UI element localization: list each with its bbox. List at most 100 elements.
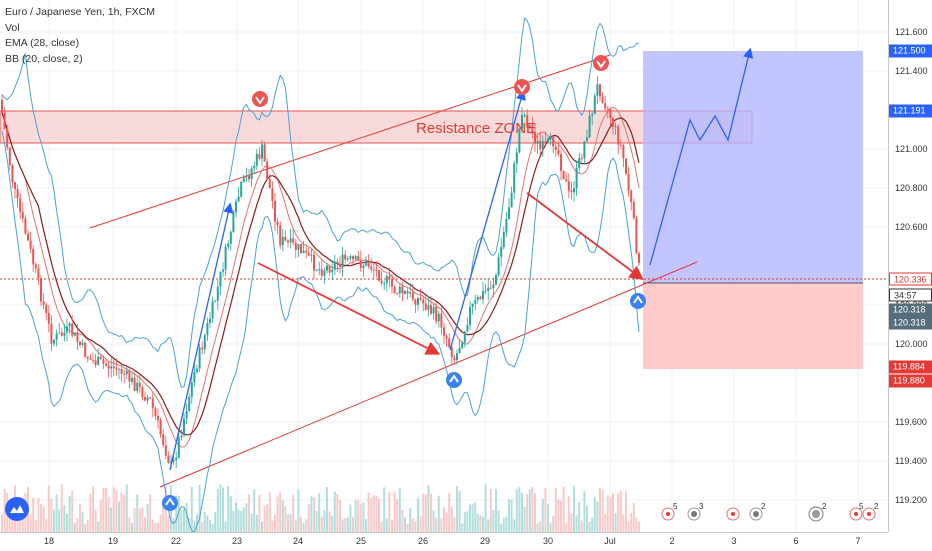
candle-body <box>245 175 248 178</box>
candle-body <box>162 434 165 446</box>
volume-bar <box>492 510 495 532</box>
price-axis[interactable]: 121.600121.400121.000120.800120.600120.2… <box>888 0 932 532</box>
volume-bar <box>437 495 440 532</box>
volume-bar <box>63 505 66 532</box>
candle-body <box>63 332 66 336</box>
volume-bar <box>562 486 565 532</box>
volume-bar <box>172 517 175 532</box>
candle-body <box>14 182 16 190</box>
volume-bar <box>630 512 633 532</box>
volume-bar <box>432 510 435 532</box>
down-signal-icon <box>593 55 609 71</box>
symbol-title[interactable]: Euro / Japanese Yen, 1h, FXCM <box>5 6 156 18</box>
candle-body <box>261 144 263 159</box>
volume-indicator-label[interactable]: Vol <box>5 21 20 34</box>
bb-indicator-label[interactable]: BB (20, close, 2) <box>5 52 83 65</box>
volume-bar <box>94 509 97 532</box>
candle-body <box>531 125 534 133</box>
candle-body <box>131 377 133 382</box>
candle-body <box>175 457 178 460</box>
resistance-zone[interactable] <box>0 110 753 144</box>
volume-bar <box>151 519 154 532</box>
candle-body <box>167 455 170 463</box>
candle-body <box>586 137 588 142</box>
candle-body <box>573 188 575 193</box>
candle-body <box>326 265 328 271</box>
volume-bar <box>606 495 609 532</box>
loss-zone[interactable] <box>643 283 863 369</box>
volume-bar <box>138 508 141 532</box>
candle-body <box>534 132 536 144</box>
volume-bar <box>123 495 126 532</box>
candle-body <box>105 363 107 366</box>
candle-body <box>201 347 204 350</box>
candle-body <box>619 144 622 146</box>
volume-bar <box>50 498 53 532</box>
candle-body <box>606 108 609 110</box>
candle-body <box>359 260 362 268</box>
volume-bar <box>19 512 22 532</box>
volume-bar <box>471 504 474 532</box>
candle-body <box>34 264 37 269</box>
price-tick-label: 120.000 <box>895 339 928 349</box>
candle-body <box>346 258 349 260</box>
price-badge: 120.318 <box>889 303 932 317</box>
candle-body <box>50 323 53 344</box>
candle-body <box>123 373 126 375</box>
candle-body <box>591 114 594 116</box>
candle-body <box>554 146 557 150</box>
time-tick-label: 26 <box>417 536 429 546</box>
volume-bar <box>224 521 227 532</box>
candle-body <box>242 177 245 182</box>
candle-body <box>250 168 253 180</box>
price-badge: 119.884 <box>889 360 932 374</box>
candle-body <box>266 161 269 180</box>
candle-body <box>183 418 185 436</box>
candle-body <box>255 153 258 166</box>
candle-body <box>112 366 115 368</box>
volume-bar <box>305 519 308 532</box>
candle-body <box>630 190 633 203</box>
candle-body <box>635 218 638 254</box>
volume-bar <box>263 505 266 532</box>
chart-area[interactable]: Resistance ZONE 5 3 2 2 5 2 <box>0 0 888 532</box>
candle-body <box>365 260 367 266</box>
volume-bar <box>417 498 419 532</box>
candle-body <box>352 256 354 260</box>
candle-body <box>235 201 237 213</box>
profit-zone[interactable] <box>643 51 863 283</box>
volume-bar <box>354 500 357 532</box>
price-tick-label: 120.800 <box>895 183 928 193</box>
candle-body <box>448 338 451 348</box>
volume-bar <box>388 491 391 532</box>
candle-body <box>180 435 183 438</box>
candle-body <box>159 420 162 435</box>
ema-indicator-label[interactable]: EMA (28, close) <box>5 37 80 49</box>
volume-bar <box>435 517 438 532</box>
volume-bar <box>253 489 256 532</box>
volume-bar <box>430 493 432 532</box>
time-axis[interactable]: 18 19 22 23 24 25 26 29 30 Jul 2 3 6 7 <box>0 532 888 551</box>
volume-bar <box>526 493 529 532</box>
candle-body <box>133 377 136 392</box>
candle-body <box>622 145 625 159</box>
candle-body <box>411 292 414 300</box>
volume-bar <box>619 490 622 532</box>
candle-body <box>128 370 131 382</box>
volume-bar <box>448 492 451 532</box>
candle-body <box>24 218 27 234</box>
volume-bar <box>3 488 6 532</box>
price-badge: 120.318 <box>889 316 932 330</box>
volume-bar <box>45 518 48 532</box>
tradingview-logo-icon[interactable] <box>4 496 30 522</box>
volume-bar <box>177 495 180 532</box>
candle-body <box>458 347 461 354</box>
candle-body <box>118 368 120 370</box>
volume-bar <box>242 507 245 532</box>
volume-bar <box>73 523 76 532</box>
volume-bar <box>203 511 206 532</box>
candle-body <box>502 231 505 248</box>
volume-bar <box>440 518 443 532</box>
volume-bar <box>573 485 575 532</box>
candle-body <box>55 333 58 340</box>
